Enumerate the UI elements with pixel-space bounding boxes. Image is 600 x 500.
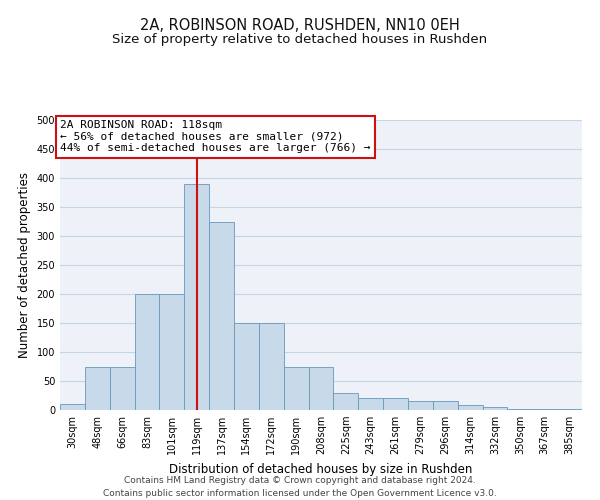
Bar	[184, 184, 209, 410]
Bar	[433, 402, 458, 410]
Bar	[408, 402, 433, 410]
Bar	[308, 366, 334, 410]
Bar	[284, 366, 308, 410]
Bar	[85, 366, 110, 410]
Bar	[383, 398, 408, 410]
Bar	[259, 323, 284, 410]
Text: Size of property relative to detached houses in Rushden: Size of property relative to detached ho…	[112, 32, 488, 46]
Bar	[234, 323, 259, 410]
Bar	[334, 392, 358, 410]
Bar	[508, 409, 532, 410]
Y-axis label: Number of detached properties: Number of detached properties	[18, 172, 31, 358]
Bar	[60, 404, 85, 410]
Bar	[110, 366, 134, 410]
Bar	[160, 294, 184, 410]
X-axis label: Distribution of detached houses by size in Rushden: Distribution of detached houses by size …	[169, 462, 473, 475]
Text: 2A, ROBINSON ROAD, RUSHDEN, NN10 0EH: 2A, ROBINSON ROAD, RUSHDEN, NN10 0EH	[140, 18, 460, 32]
Bar	[358, 398, 383, 410]
Bar	[458, 406, 482, 410]
Bar	[209, 222, 234, 410]
Text: 2A ROBINSON ROAD: 118sqm
← 56% of detached houses are smaller (972)
44% of semi-: 2A ROBINSON ROAD: 118sqm ← 56% of detach…	[60, 120, 371, 153]
Bar	[482, 407, 508, 410]
Bar	[134, 294, 160, 410]
Text: Contains HM Land Registry data © Crown copyright and database right 2024.
Contai: Contains HM Land Registry data © Crown c…	[103, 476, 497, 498]
